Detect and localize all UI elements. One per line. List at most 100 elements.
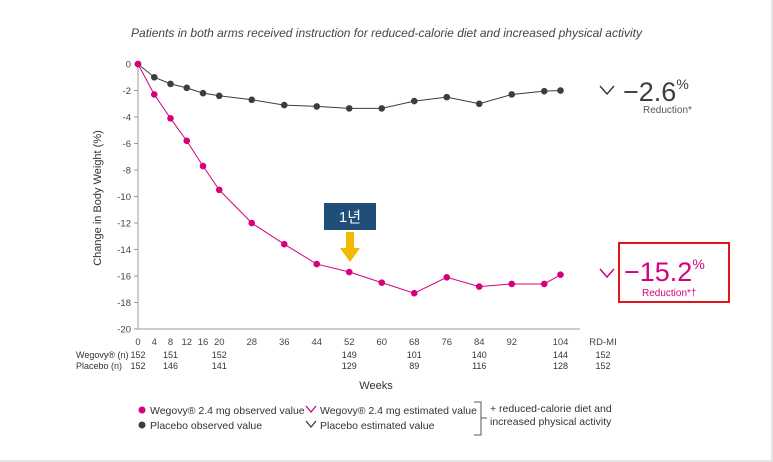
legend-note: + reduced-calorie diet and increased phy… (490, 403, 612, 428)
wegovy-point (215, 186, 223, 194)
n-value: 149 (342, 350, 357, 360)
x-tick-label: 44 (311, 337, 322, 348)
y-tick-label: -10 (117, 192, 131, 203)
callout-arrow (340, 232, 360, 262)
placebo-point (313, 103, 321, 110)
callout-label: 1년 (339, 209, 361, 226)
wegovy-point (475, 283, 483, 290)
n-row-label: Wegovy® (n) (76, 350, 128, 360)
legend-placebo-observed: Placebo observed value (150, 420, 262, 432)
placebo-point (378, 105, 386, 112)
placebo-point (215, 92, 223, 100)
y-axis-ticks: 0 -2 -4 -6 -8 -10 -12 -14 -16 -18 -20 (117, 60, 139, 336)
wegovy-highlight-box (618, 242, 730, 303)
x-tick-label: 12 (181, 337, 192, 348)
n-value: 144 (553, 350, 568, 360)
legend-wegovy-estimated: Wegovy® 2.4 mg estimated value (320, 405, 477, 417)
placebo-point (167, 80, 174, 88)
x-tick-label: 0 (135, 337, 140, 348)
placebo-point (248, 96, 256, 104)
wegovy-point (199, 162, 207, 170)
n-value: 141 (212, 361, 227, 371)
placebo-point (280, 101, 288, 109)
y-tick-label: -16 (117, 272, 131, 283)
n-value: 116 (472, 361, 486, 371)
x-tick-label: 20 (214, 337, 225, 348)
wegovy-point (508, 280, 516, 288)
x-tick-label-rdmi: RD-MI (589, 337, 616, 348)
legend-placebo-observed-marker (138, 421, 146, 429)
legend-wegovy-observed: Wegovy® 2.4 mg observed value (150, 405, 305, 417)
n-value: 140 (472, 350, 487, 360)
legend-placebo-estimated-marker (305, 420, 317, 429)
n-row-label: Placebo (n) (76, 361, 122, 371)
wegovy-point (443, 274, 451, 281)
y-tick-label: -2 (123, 86, 131, 97)
x-axis: 0 4 8 12 16 20 28 36 44 52 60 68 76 84 92 104 RD-MI (135, 328, 617, 348)
n-value: 152 (130, 361, 145, 371)
legend-note-wrap: + reduced-calorie diet and increased phy… (490, 403, 612, 428)
x-tick-label: 28 (246, 337, 257, 348)
n-value: 128 (553, 361, 568, 371)
n-value: 152 (595, 350, 610, 360)
n-value: 151 (163, 350, 178, 360)
wegovy-point (134, 60, 142, 68)
x-tick-label: 52 (344, 337, 355, 348)
callout-box (324, 203, 376, 230)
y-tick-label: -18 (117, 298, 131, 309)
legend-bracket (474, 401, 487, 436)
y-tick-label: -4 (123, 113, 131, 124)
n-value: 101 (407, 350, 422, 360)
y-tick-label: -14 (117, 245, 131, 256)
wegovy-point (540, 280, 548, 288)
x-tick-label: 104 (553, 337, 569, 348)
wegovy-point (183, 137, 191, 145)
placebo-line (137, 63, 561, 109)
x-tick-label: 68 (409, 337, 420, 348)
legend-placebo-estimated: Placebo estimated value (320, 420, 435, 432)
wegovy-point (378, 279, 386, 286)
wegovy-point (150, 91, 158, 98)
placebo-series (134, 60, 564, 112)
placebo-point (557, 87, 564, 94)
legend-wegovy-observed-marker (138, 406, 146, 414)
x-tick-label: 60 (376, 337, 387, 348)
x-axis-title: Weeks (359, 380, 393, 392)
placebo-point (410, 97, 418, 105)
wegovy-point (410, 289, 418, 297)
placebo-point (199, 89, 207, 97)
placebo-end-value: −2.6% (623, 76, 689, 107)
placebo-point (508, 91, 516, 98)
y-tick-label: 0 (126, 60, 131, 71)
legend-wegovy-estimated-marker (305, 405, 317, 414)
wegovy-point (248, 219, 256, 227)
chart-subtitle: Patients in both arms received instructi… (131, 26, 642, 40)
y-tick-label: -8 (123, 166, 131, 177)
wegovy-end-value: −15.2% (624, 256, 705, 287)
x-tick-label: 36 (279, 337, 290, 348)
n-value: 89 (409, 361, 419, 371)
y-tick-label: -6 (123, 139, 131, 150)
y-tick-label: -12 (117, 219, 131, 230)
x-tick-label: 76 (441, 337, 452, 348)
n-value: 152 (130, 350, 145, 360)
wegovy-estimated-marker (599, 268, 615, 279)
wegovy-point (167, 115, 174, 122)
wegovy-point (280, 240, 288, 248)
x-tick-label: 16 (198, 337, 209, 348)
placebo-point (345, 105, 353, 112)
placebo-point (475, 100, 483, 108)
placebo-point (443, 93, 451, 101)
placebo-end-label: Reduction* (643, 105, 692, 116)
n-value: 146 (163, 361, 178, 371)
y-tick-label: -20 (117, 325, 131, 336)
wegovy-end-label: Reduction*† (642, 288, 696, 299)
x-tick-label: 84 (474, 337, 485, 348)
n-value: 129 (342, 361, 357, 371)
x-tick-label: 92 (506, 337, 517, 348)
n-table: Wegovy® (n) 152 151 152 149 101 140 144 152Place… (76, 350, 611, 371)
y-axis-title: Change in Body Weight (%) (92, 130, 104, 266)
placebo-point (183, 84, 191, 92)
placebo-estimated-marker (599, 85, 615, 96)
